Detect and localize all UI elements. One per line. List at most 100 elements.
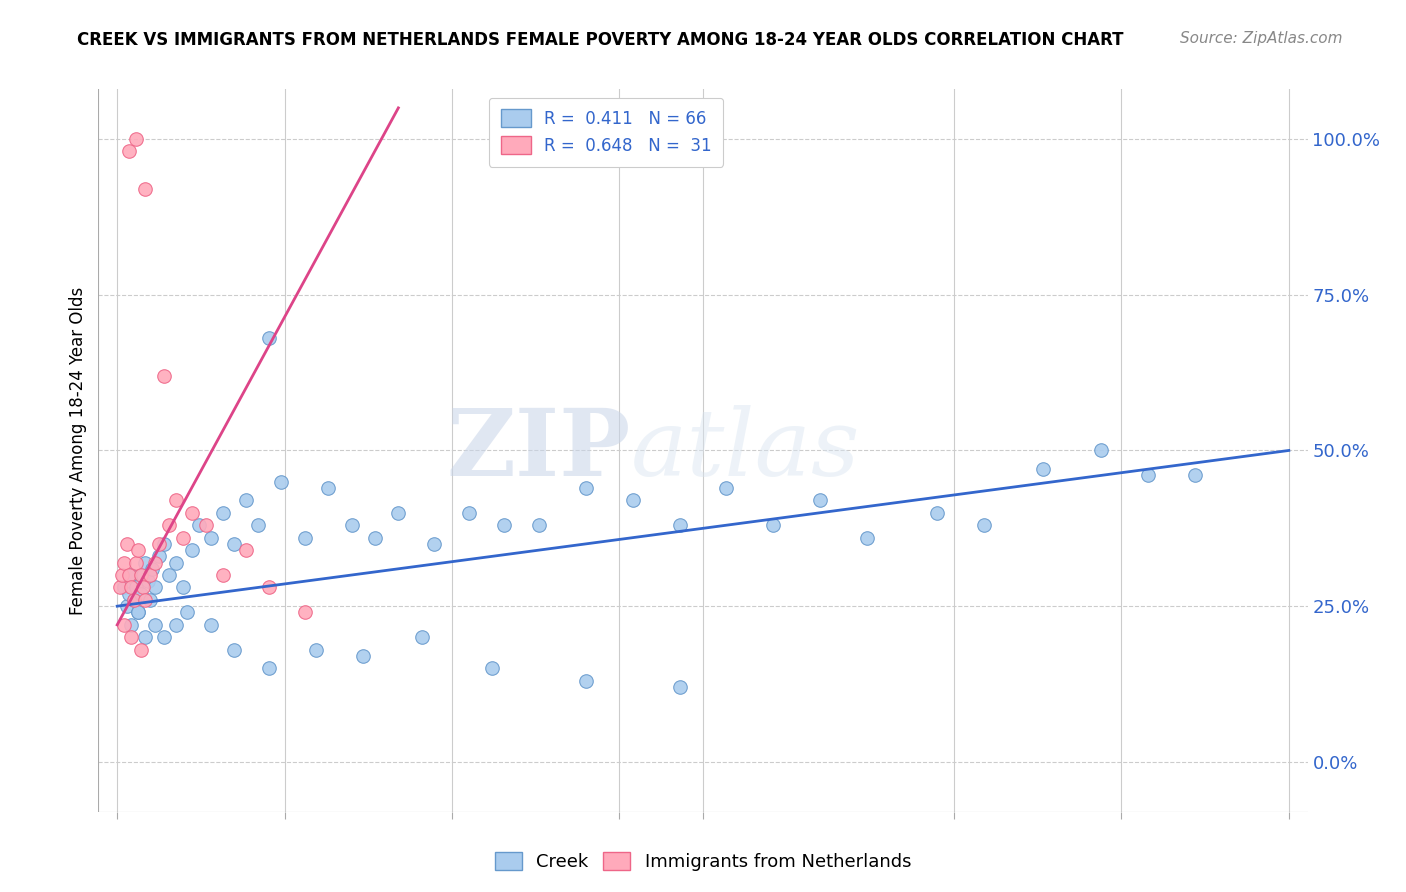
Point bbox=[224, 537, 246, 551]
Point bbox=[621, 493, 644, 508]
Point bbox=[1137, 468, 1160, 483]
Point bbox=[132, 581, 155, 595]
Point bbox=[527, 518, 550, 533]
Point bbox=[118, 568, 141, 582]
Point bbox=[235, 543, 257, 558]
Point bbox=[856, 531, 879, 545]
Point bbox=[575, 673, 598, 688]
Point bbox=[127, 606, 149, 620]
Point bbox=[172, 531, 194, 545]
Point bbox=[422, 537, 444, 551]
Point bbox=[127, 543, 149, 558]
Point bbox=[165, 556, 187, 570]
Point bbox=[148, 549, 170, 564]
Point bbox=[165, 493, 187, 508]
Point bbox=[575, 481, 598, 495]
Point bbox=[120, 568, 142, 582]
Point bbox=[165, 618, 187, 632]
Point bbox=[122, 593, 145, 607]
Point bbox=[115, 537, 138, 551]
Point bbox=[235, 493, 257, 508]
Point bbox=[259, 661, 281, 675]
Point bbox=[118, 587, 141, 601]
Point bbox=[294, 606, 316, 620]
Point bbox=[1184, 468, 1206, 483]
Point bbox=[927, 506, 949, 520]
Point bbox=[111, 568, 134, 582]
Point bbox=[129, 642, 152, 657]
Legend: Creek, Immigrants from Netherlands: Creek, Immigrants from Netherlands bbox=[488, 845, 918, 879]
Point bbox=[112, 618, 135, 632]
Text: CREEK VS IMMIGRANTS FROM NETHERLANDS FEMALE POVERTY AMONG 18-24 YEAR OLDS CORREL: CREEK VS IMMIGRANTS FROM NETHERLANDS FEM… bbox=[77, 31, 1123, 49]
Point bbox=[200, 618, 222, 632]
Point bbox=[181, 506, 204, 520]
Point bbox=[172, 581, 194, 595]
Point bbox=[716, 481, 738, 495]
Point bbox=[181, 543, 204, 558]
Point bbox=[457, 506, 479, 520]
Point bbox=[125, 132, 148, 146]
Point bbox=[157, 518, 180, 533]
Point bbox=[127, 606, 149, 620]
Point bbox=[668, 680, 690, 694]
Point bbox=[148, 537, 170, 551]
Point bbox=[294, 531, 316, 545]
Point bbox=[762, 518, 785, 533]
Point bbox=[211, 568, 233, 582]
Point bbox=[973, 518, 995, 533]
Point bbox=[112, 556, 135, 570]
Point bbox=[136, 574, 159, 589]
Point bbox=[340, 518, 363, 533]
Point bbox=[411, 630, 433, 644]
Point bbox=[224, 642, 246, 657]
Point bbox=[808, 493, 831, 508]
Point bbox=[143, 618, 166, 632]
Point bbox=[246, 518, 269, 533]
Point bbox=[153, 537, 176, 551]
Point bbox=[387, 506, 409, 520]
Point bbox=[134, 182, 156, 196]
Point bbox=[112, 581, 135, 595]
Point bbox=[1032, 462, 1054, 476]
Point bbox=[188, 518, 211, 533]
Point bbox=[153, 368, 176, 383]
Point bbox=[270, 475, 292, 489]
Point bbox=[118, 145, 141, 159]
Point bbox=[134, 630, 156, 644]
Y-axis label: Female Poverty Among 18-24 Year Olds: Female Poverty Among 18-24 Year Olds bbox=[69, 286, 87, 615]
Legend: R =  0.411   N = 66, R =  0.648   N =  31: R = 0.411 N = 66, R = 0.648 N = 31 bbox=[489, 97, 724, 167]
Point bbox=[211, 506, 233, 520]
Text: ZIP: ZIP bbox=[446, 406, 630, 495]
Point bbox=[153, 630, 176, 644]
Point bbox=[157, 568, 180, 582]
Point bbox=[122, 593, 145, 607]
Point bbox=[143, 556, 166, 570]
Point bbox=[134, 556, 156, 570]
Point bbox=[134, 593, 156, 607]
Point bbox=[125, 581, 148, 595]
Point bbox=[259, 581, 281, 595]
Point bbox=[668, 518, 690, 533]
Point bbox=[1090, 443, 1112, 458]
Point bbox=[108, 581, 131, 595]
Point bbox=[129, 568, 152, 582]
Point bbox=[129, 587, 152, 601]
Point bbox=[200, 531, 222, 545]
Text: atlas: atlas bbox=[630, 406, 860, 495]
Point bbox=[120, 630, 142, 644]
Point bbox=[481, 661, 503, 675]
Point bbox=[139, 568, 162, 582]
Point bbox=[120, 618, 142, 632]
Point bbox=[120, 581, 142, 595]
Text: Source: ZipAtlas.com: Source: ZipAtlas.com bbox=[1180, 31, 1343, 46]
Point bbox=[139, 593, 162, 607]
Point bbox=[352, 648, 374, 663]
Point bbox=[141, 562, 163, 576]
Point bbox=[125, 556, 148, 570]
Point bbox=[176, 606, 198, 620]
Point bbox=[305, 642, 328, 657]
Point bbox=[259, 331, 281, 345]
Point bbox=[492, 518, 515, 533]
Point bbox=[132, 568, 155, 582]
Point bbox=[364, 531, 387, 545]
